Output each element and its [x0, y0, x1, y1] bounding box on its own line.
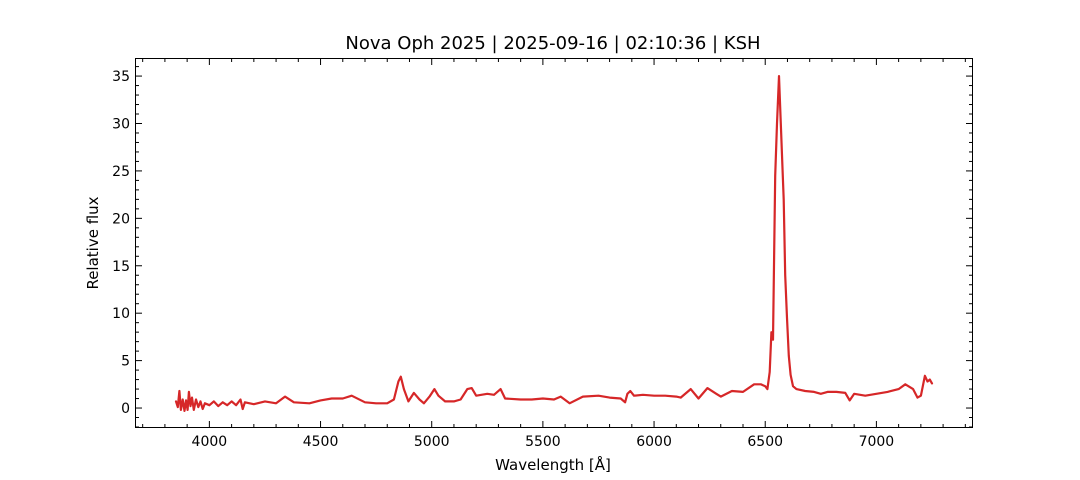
axis-ticks	[136, 59, 972, 428]
tick-labels: 4000 4500 5000 5500 6000 6500 7000 0 5 10 15 20 25 30…	[112, 69, 894, 450]
x-tick-label: 5500	[525, 434, 561, 450]
x-tick-label: 4000	[192, 434, 228, 450]
y-tick-label: 0	[121, 401, 130, 417]
y-axis-label: Relative flux	[84, 196, 102, 289]
y-tick-label: 35	[112, 69, 130, 85]
y-tick-label: 30	[112, 116, 130, 132]
x-tick-label: 5000	[414, 434, 450, 450]
y-tick-label: 5	[121, 354, 130, 370]
y-tick-label: 10	[112, 306, 130, 322]
plot-frame	[135, 58, 973, 428]
x-tick-label: 6000	[636, 434, 672, 450]
x-tick-label: 6500	[747, 434, 783, 450]
chart-title: Nova Oph 2025 | 2025-09-16 | 02:10:36 | …	[345, 33, 760, 54]
y-tick-label: 25	[112, 164, 130, 180]
x-tick-label: 4500	[303, 434, 339, 450]
plot-area	[174, 74, 934, 412]
y-tick-label: 15	[112, 259, 130, 275]
x-axis-label: Wavelength [Å]	[495, 455, 611, 474]
y-tick-label: 20	[112, 211, 130, 227]
spectrum-line	[174, 74, 934, 412]
x-tick-label: 7000	[859, 434, 895, 450]
